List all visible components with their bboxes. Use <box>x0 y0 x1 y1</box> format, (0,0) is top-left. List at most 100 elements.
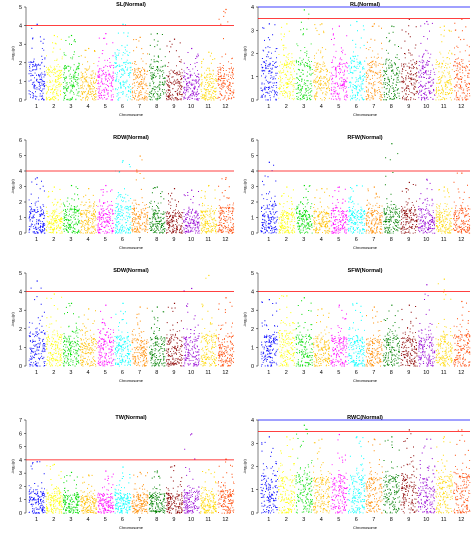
chromosome-1-peak-point <box>36 461 38 463</box>
x-tick-label: 7 <box>138 237 141 243</box>
x-tick-label: 6 <box>121 517 124 523</box>
x-tick-label: 8 <box>155 517 158 523</box>
chromosome-7-points <box>131 472 149 514</box>
y-tick-label: 2 <box>251 327 254 333</box>
x-tick-label: 7 <box>372 237 375 243</box>
chromosome-7-peak-point <box>139 471 141 474</box>
chromosome-3-points <box>62 303 80 367</box>
panel-title: RL(Normal) <box>350 2 380 8</box>
chromosome-4-points <box>313 188 331 234</box>
chromosome-3-peak-point <box>70 34 73 37</box>
chromosome-7-peak-point <box>373 186 375 188</box>
y-tick-label: 4 <box>19 290 22 296</box>
y-tick-label: 1 <box>19 79 22 85</box>
chromosome-11-peak-point <box>208 274 210 277</box>
chromosome-9-peak-point <box>408 304 410 306</box>
chromosome-11-peak-point <box>208 469 210 471</box>
x-tick-label: 9 <box>172 237 175 243</box>
chromosome-5-peak-point <box>105 304 107 306</box>
chromosome-1-peak-point <box>268 299 270 301</box>
x-tick-label: 3 <box>69 237 72 243</box>
y-tick-label: 4 <box>19 169 22 175</box>
chromosome-7-peak-point <box>373 306 375 308</box>
x-tick-label: 5 <box>337 104 340 110</box>
chromosome-5-points <box>330 186 348 234</box>
x-tick-label: 11 <box>441 370 447 376</box>
x-tick-label: 3 <box>302 237 305 243</box>
chromosome-12-points <box>453 429 471 514</box>
chromosome-6-peak-point <box>356 20 358 23</box>
chromosome-6-points <box>114 161 132 234</box>
y-tick-label: 4 <box>251 418 254 424</box>
chromosome-3-points <box>295 13 313 101</box>
chromosome-12-peak-point <box>461 429 463 431</box>
y-tick-label: 3 <box>251 308 254 314</box>
chromosome-12-peak-point <box>461 18 463 20</box>
x-axis-label: Chromosome <box>353 112 378 117</box>
chromosome-8-points <box>148 187 166 234</box>
y-tick-label: 3 <box>19 185 22 191</box>
chromosome-12-points <box>453 302 471 367</box>
chromosome-4-peak-point <box>321 308 323 310</box>
chromosome-1-points <box>28 461 46 514</box>
y-tick-label: 0 <box>251 511 254 517</box>
chromosome-3-points <box>62 186 80 234</box>
y-tick-label: 6 <box>19 138 22 144</box>
x-tick-label: 7 <box>138 104 141 110</box>
chromosome-8-points <box>383 26 401 101</box>
chromosome-5-points <box>330 28 348 101</box>
y-axis-label: -log₁₀(p) <box>242 312 247 327</box>
y-tick-label: 0 <box>19 364 22 370</box>
x-tick-label: 11 <box>205 370 211 376</box>
chromosome-10-peak-point <box>191 287 193 290</box>
chromosome-7-points <box>365 439 383 514</box>
x-tick-label: 10 <box>423 517 429 523</box>
chromosome-10-points <box>183 434 200 514</box>
y-tick-label: 5 <box>251 154 254 160</box>
x-tick-label: 9 <box>172 370 175 376</box>
x-tick-label: 2 <box>285 237 288 243</box>
chromosome-12-peak-point <box>225 8 227 11</box>
x-tick-label: 4 <box>320 237 323 243</box>
x-tick-label: 4 <box>87 517 90 523</box>
y-tick-label: 1 <box>251 488 254 494</box>
chromosome-3-peak-point <box>303 9 305 11</box>
x-tick-label: 6 <box>121 104 124 110</box>
x-tick-label: 3 <box>69 517 72 523</box>
x-tick-label: 3 <box>69 370 72 376</box>
chromosome-1-peak-point <box>36 23 38 25</box>
chromosome-9-points <box>400 184 418 234</box>
chromosome-9-peak-point <box>173 302 176 304</box>
x-tick-label: 7 <box>138 517 141 523</box>
chromosome-6-points <box>114 24 132 101</box>
chromosome-5-peak-point <box>105 184 107 187</box>
x-tick-label: 10 <box>188 517 194 523</box>
chromosome-3-peak-point <box>70 471 73 474</box>
x-tick-label: 9 <box>407 517 410 523</box>
chromosome-2-points <box>278 295 296 367</box>
x-tick-label: 11 <box>441 104 447 110</box>
chromosome-7-points <box>365 188 383 234</box>
chromosome-10-points <box>183 52 200 101</box>
chromosome-2-peak-point <box>53 463 55 466</box>
chromosome-11-points <box>200 52 217 101</box>
x-tick-label: 8 <box>390 237 393 243</box>
chromosome-5-points <box>330 306 348 367</box>
chromosome-12-peak-point <box>461 172 463 174</box>
chromosome-1-peak-point <box>268 161 270 163</box>
chromosome-4-peak-point <box>321 438 323 440</box>
chromosome-7-peak-point <box>139 36 141 38</box>
x-tick-label: 9 <box>407 370 410 376</box>
chromosome-2-points <box>45 188 63 234</box>
x-tick-label: 12 <box>222 517 228 523</box>
chromosome-8-peak-point <box>156 33 158 35</box>
y-tick-label: 3 <box>251 185 254 191</box>
panel-title: RDW(Normal) <box>113 135 149 141</box>
panel-title: RFW(Normal) <box>347 135 382 141</box>
chromosome-2-peak-point <box>53 293 55 295</box>
chromosome-9-peak-point <box>173 465 176 467</box>
x-tick-label: 1 <box>35 104 38 110</box>
x-tick-label: 10 <box>423 370 429 376</box>
